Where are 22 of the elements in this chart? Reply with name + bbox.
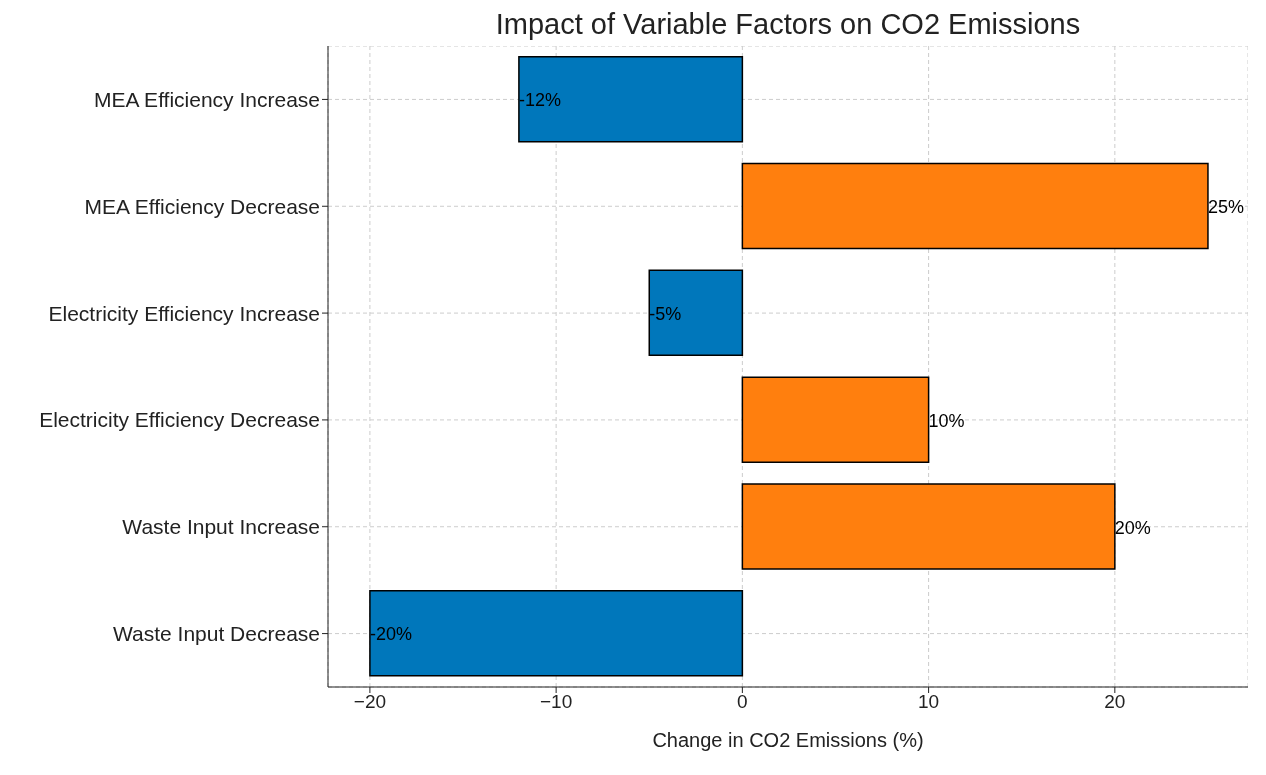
x-tick-label: 20: [1104, 691, 1126, 713]
y-tick-label: Electricity Efficiency Increase: [48, 301, 320, 325]
data-label: 10%: [928, 410, 965, 431]
y-tick-label: Electricity Efficiency Decrease: [39, 408, 320, 432]
x-tick-label: 10: [918, 691, 940, 713]
y-tick-label: Waste Input Increase: [122, 515, 320, 539]
data-label: 25%: [1207, 197, 1244, 218]
x-axis-title: Change in CO2 Emissions (%): [652, 729, 924, 751]
bar: [741, 376, 930, 463]
chart-title: Impact of Variable Factors on CO2 Emissions: [494, 8, 1082, 42]
data-label: -5%: [649, 303, 682, 324]
y-tick-label: Waste Input Decrease: [113, 622, 320, 646]
bar: [518, 55, 744, 143]
bar: [741, 483, 1116, 570]
x-tick-label: 0: [737, 691, 748, 713]
y-tick-label: MEA Efficiency Increase: [93, 87, 320, 111]
bar: [369, 590, 744, 677]
bar: [741, 162, 1209, 250]
x-tick-label: −10: [540, 691, 573, 713]
y-tick-label: MEA Efficiency Decrease: [84, 194, 320, 218]
x-tick-label: −20: [353, 691, 387, 713]
bar: [648, 269, 744, 357]
